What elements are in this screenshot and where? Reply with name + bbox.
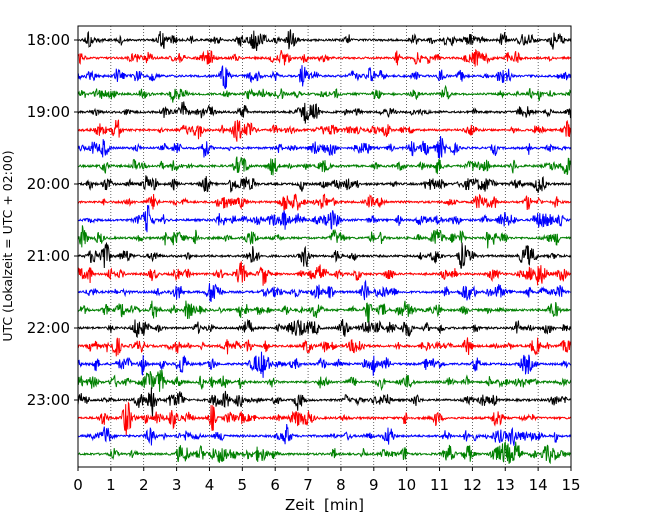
trace-line xyxy=(77,204,572,233)
plot-frame xyxy=(77,25,572,468)
x-axis-label: Zeit [min] xyxy=(285,496,364,514)
trace-line xyxy=(77,387,572,417)
trace-line xyxy=(77,242,572,269)
x-tick-label: 0 xyxy=(73,476,83,494)
x-tick-label: 11 xyxy=(430,476,449,494)
trace-line xyxy=(77,175,572,194)
trace-line xyxy=(77,48,572,67)
x-tick-label: 14 xyxy=(529,476,548,494)
x-tick-label: 4 xyxy=(205,476,215,494)
trace-group xyxy=(77,29,572,465)
trace-line xyxy=(77,135,572,159)
x-tick-label: 10 xyxy=(397,476,416,494)
trace-line xyxy=(77,351,572,378)
x-tick-label: 5 xyxy=(238,476,248,494)
trace-line xyxy=(77,101,572,124)
trace-line xyxy=(77,300,571,323)
trace-line xyxy=(77,156,572,176)
trace-line xyxy=(77,401,572,437)
y-axis: 18:00 19:00 20:00 21:00 22:00 23:00 xyxy=(27,31,78,409)
x-tick-label: 13 xyxy=(496,476,515,494)
y-tick-label: 19:00 xyxy=(27,103,70,121)
y-axis-label: UTC (Lokalzeit = UTC + 02:00) xyxy=(0,150,15,341)
x-axis: 0 1 2 3 4 5 6 7 8 9 10 11 12 13 14 15 xyxy=(73,467,581,494)
trace-line xyxy=(77,84,572,103)
trace-line xyxy=(77,119,572,142)
trace-line xyxy=(77,337,572,357)
trace-line xyxy=(77,423,572,446)
y-tick-label: 21:00 xyxy=(27,247,70,265)
y-tick-label: 18:00 xyxy=(27,31,70,49)
x-tick-label: 15 xyxy=(561,476,580,494)
x-tick-label: 9 xyxy=(369,476,379,494)
trace-line xyxy=(78,318,572,339)
x-tick-label: 6 xyxy=(270,476,280,494)
trace-line xyxy=(77,29,572,52)
x-tick-label: 3 xyxy=(172,476,182,494)
y-tick-label: 23:00 xyxy=(27,391,70,409)
x-tick-label: 1 xyxy=(106,476,116,494)
trace-line xyxy=(77,279,572,302)
trace-line xyxy=(77,441,572,465)
trace-line xyxy=(77,193,572,212)
x-tick-label: 7 xyxy=(303,476,313,494)
trace-line xyxy=(77,261,572,286)
x-tick-label: 2 xyxy=(139,476,149,494)
trace-line xyxy=(77,369,572,392)
x-tick-label: 12 xyxy=(463,476,482,494)
x-tick-label: 8 xyxy=(336,476,346,494)
trace-line xyxy=(77,65,572,90)
trace-line xyxy=(77,225,572,249)
y-tick-label: 22:00 xyxy=(27,319,70,337)
y-tick-label: 20:00 xyxy=(27,175,70,193)
